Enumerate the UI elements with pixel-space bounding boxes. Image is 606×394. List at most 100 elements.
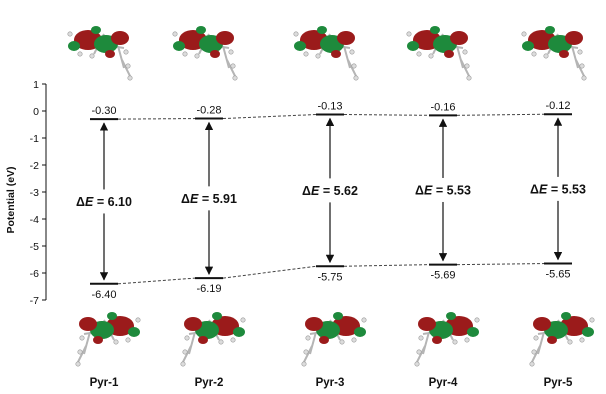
orbital-lobe-green (333, 312, 343, 320)
orbital-lobe-green (561, 312, 571, 320)
gap-label: ΔE = 5.53 (530, 182, 586, 196)
gap-label: ΔE = 6.10 (76, 195, 132, 209)
trend-connector (343, 264, 430, 267)
atom-sphere (349, 49, 355, 55)
gap-energy-symbol: E (85, 195, 94, 209)
atom-sphere (180, 361, 186, 367)
trend-connector (343, 114, 430, 116)
atom-sphere (428, 53, 434, 59)
gap-delta-symbol: Δ (76, 195, 85, 209)
category-label: Pyr-1 (90, 377, 119, 389)
atom-sphere (232, 75, 238, 81)
gap-value: = 5.53 (432, 183, 471, 197)
orbital-lobe-green (128, 327, 140, 337)
gap-value: = 5.62 (319, 184, 358, 198)
atom-sphere (315, 53, 321, 59)
y-axis-label: Potential (eV) (5, 166, 17, 233)
atom-sphere (77, 349, 83, 355)
atom-sphere (531, 349, 537, 355)
orbital-image-bottom (75, 312, 141, 367)
atom-sphere (577, 49, 583, 55)
orbital-lobe-green (317, 26, 327, 34)
orbital-lobe-red (216, 31, 234, 45)
orbital-lobe-green (196, 26, 206, 34)
gap-label-backing (522, 179, 594, 198)
atom-sphere (182, 349, 188, 355)
orbital-lobe-green (582, 327, 594, 337)
orbital-image-top (521, 26, 587, 81)
category-label: Pyr-5 (544, 377, 573, 389)
orbital-lobe-red (105, 50, 115, 58)
atom-sphere (77, 51, 83, 57)
atom-sphere (353, 75, 359, 81)
gap-value: = 5.91 (198, 192, 237, 206)
atom-sphere (589, 317, 595, 323)
atom-sphere (567, 339, 573, 345)
atom-sphere (67, 31, 73, 37)
gap-label-backing (294, 181, 366, 200)
orbital-lobe-red (533, 317, 551, 331)
trend-connector (117, 277, 196, 285)
orbital-lobe-red (184, 317, 202, 331)
atom-sphere (416, 349, 422, 355)
orbital-lobe-red (565, 31, 583, 45)
orbital-lobe-red (319, 336, 329, 344)
orbital-lobe-red (337, 31, 355, 45)
atom-sphere (579, 63, 585, 69)
atom-sphere (293, 31, 299, 37)
atom-sphere (543, 53, 549, 59)
atom-sphere (230, 337, 236, 343)
y-tick-label: -5 (30, 241, 39, 253)
bottom-level-label: -5.65 (545, 269, 570, 281)
orbital-lobe-green (173, 41, 185, 51)
energy-levels: -0.30 -6.40 -0.28 -6.19 -0.13 -5.75 -0.16 -5.69… (90, 100, 572, 301)
top-level-label: -0.12 (545, 100, 570, 112)
category-label: Pyr-2 (195, 377, 224, 389)
orbital-lobe-green (233, 327, 245, 337)
atom-sphere (414, 361, 420, 367)
atom-sphere (462, 49, 468, 55)
orbital-lobe-green (354, 327, 366, 337)
atom-sphere (125, 337, 131, 343)
orbital-lobe-red (331, 50, 341, 58)
atom-sphere (339, 339, 345, 345)
gap-delta-symbol: Δ (302, 184, 311, 198)
orbital-lobe-red (432, 336, 442, 344)
atom-sphere (230, 63, 236, 69)
orbital-images (67, 26, 595, 367)
gap-label: ΔE = 5.62 (302, 184, 358, 198)
gap-label-backing (68, 192, 140, 211)
atom-sphere (305, 335, 311, 341)
orbital-lobe-green (522, 41, 534, 51)
orbital-image-top (293, 26, 359, 81)
bottom-level-label: -5.75 (317, 271, 342, 283)
orbital-lobe-red (418, 317, 436, 331)
atom-sphere (123, 49, 129, 55)
gap-energy-symbol: E (424, 183, 433, 197)
gap-value: = 5.53 (547, 182, 586, 196)
gap-label-backing (407, 180, 479, 199)
atom-sphere (303, 349, 309, 355)
top-level-label: -0.16 (430, 101, 455, 113)
orbital-lobe-red (305, 317, 323, 331)
top-level-label: -0.13 (317, 101, 342, 113)
orbital-image-top (406, 26, 472, 81)
orbital-lobe-green (545, 26, 555, 34)
trend-connector (117, 118, 196, 120)
y-tick-label: -3 (30, 187, 39, 199)
gap-energy-symbol: E (190, 192, 199, 206)
atom-sphere (581, 75, 587, 81)
orbital-lobe-green (430, 26, 440, 34)
atom-sphere (531, 51, 537, 57)
trend-connector (222, 114, 317, 120)
orbital-lobe-red (450, 31, 468, 45)
orbital-image-bottom (414, 312, 480, 367)
orbital-image-bottom (301, 312, 367, 367)
trend-connector (456, 113, 545, 116)
gap-delta-symbol: Δ (415, 183, 424, 197)
gap-value: = 6.10 (93, 195, 132, 209)
atom-sphere (351, 337, 357, 343)
top-level-label: -0.30 (91, 105, 116, 117)
